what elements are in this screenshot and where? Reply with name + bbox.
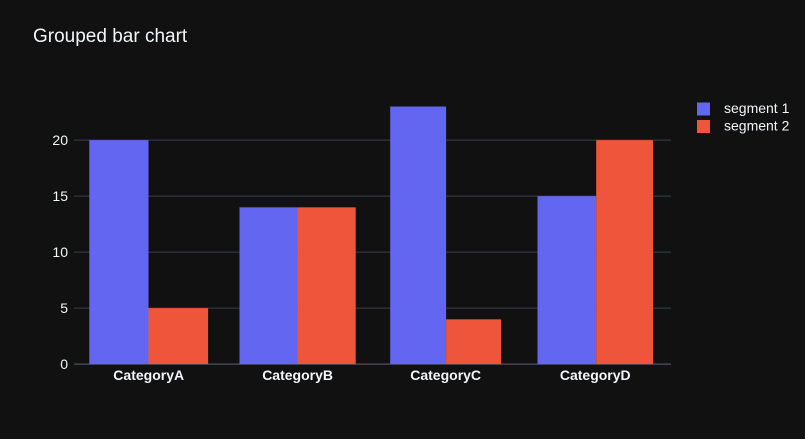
svg-text:CategoryD: CategoryD xyxy=(560,367,631,383)
svg-text:segment 2: segment 2 xyxy=(724,118,790,134)
svg-text:5: 5 xyxy=(60,300,68,316)
svg-text:15: 15 xyxy=(52,188,68,204)
svg-text:CategoryC: CategoryC xyxy=(410,367,481,383)
svg-text:CategoryA: CategoryA xyxy=(113,367,184,383)
svg-text:segment 1: segment 1 xyxy=(724,100,790,116)
svg-text:20: 20 xyxy=(52,132,68,148)
svg-text:0: 0 xyxy=(60,356,68,372)
svg-text:10: 10 xyxy=(52,244,68,260)
svg-text:CategoryB: CategoryB xyxy=(262,367,333,383)
